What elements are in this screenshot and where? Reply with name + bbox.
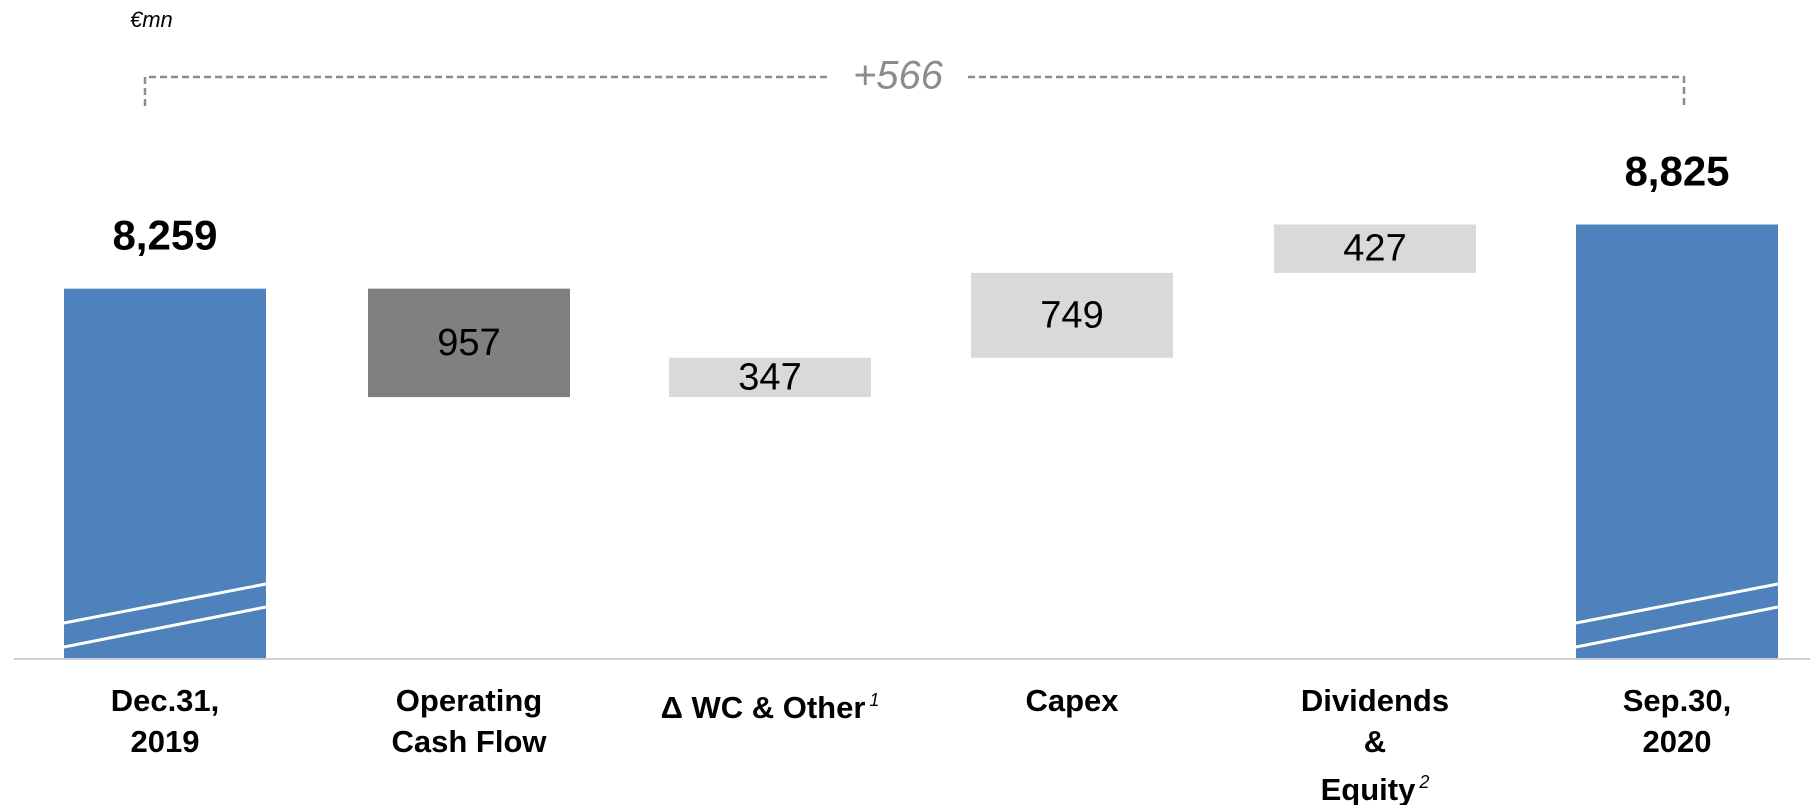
unit-label: €mn: [130, 7, 173, 32]
bar: [64, 288, 266, 658]
bar: [1576, 224, 1778, 658]
x-tick-label: Δ WC & Other 1: [620, 680, 920, 728]
value-label: 347: [738, 356, 801, 398]
category-text: Dec.31, 2019: [110, 683, 220, 759]
annotation: +566: [853, 54, 944, 98]
value-label: 427: [1343, 228, 1406, 270]
bar: [971, 272, 1173, 358]
axis-break: [63, 605, 267, 649]
category-text: Dividends & Equity: [1300, 683, 1450, 805]
category-text: Δ WC & Other: [660, 690, 866, 725]
footnote-mark: 2: [1419, 772, 1430, 792]
x-tick-label: Dividends & Equity 2: [1225, 680, 1525, 805]
bracket: [143, 75, 1686, 106]
category-text: Capex: [1025, 683, 1119, 718]
value-label: 957: [437, 322, 500, 364]
footnote-mark: 1: [869, 690, 880, 710]
axis-break: [63, 582, 267, 625]
x-tick-label: Operating Cash Flow: [319, 680, 619, 762]
x-tick-label: Dec.31, 2019: [15, 680, 315, 762]
category-text: Operating Cash Flow: [391, 683, 547, 759]
axis-break: [1575, 582, 1779, 625]
axis-break: [1575, 605, 1779, 649]
x-tick-label: Sep.30, 2020: [1527, 680, 1810, 762]
total-label: 8,259: [112, 212, 217, 259]
bar: [669, 357, 871, 398]
total-label: 8,825: [1624, 148, 1729, 195]
bar: [1274, 224, 1476, 273]
bar: [368, 288, 570, 398]
value-label: 749: [1040, 294, 1103, 336]
category-text: Sep.30, 2020: [1622, 683, 1732, 759]
x-tick-label: Capex: [922, 680, 1222, 721]
